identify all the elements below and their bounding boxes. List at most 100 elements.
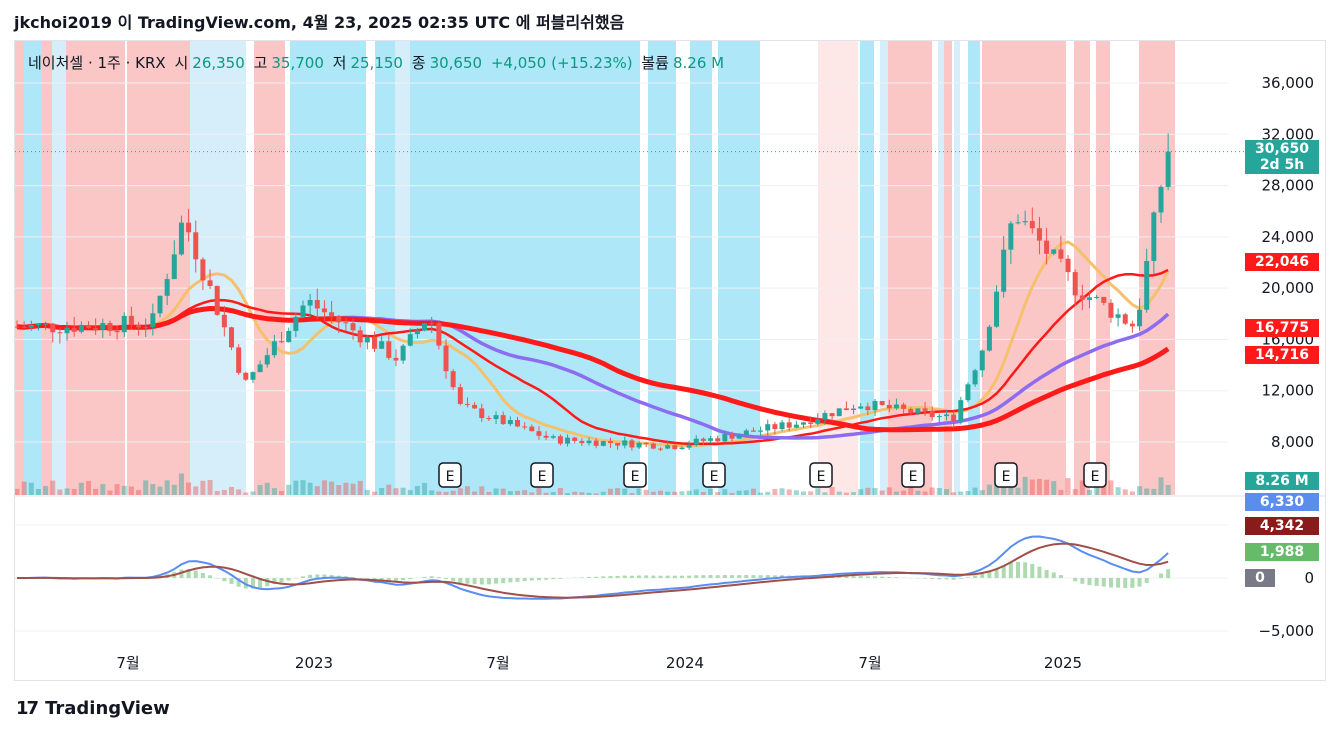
macd-histogram (15, 561, 1171, 589)
macd-hist-bar (265, 578, 270, 587)
candle-body (336, 315, 342, 323)
volume-bar (607, 488, 613, 495)
macd-hist-bar (744, 575, 749, 578)
ma-mid-tag: 16,775 (1245, 319, 1319, 337)
macd-hist-bar (272, 578, 277, 585)
macd-hist-bar (594, 576, 599, 578)
macd-hist-bar (465, 578, 470, 584)
macd-hist-bar (1159, 573, 1163, 578)
candle-body (972, 370, 978, 385)
candle-body (393, 357, 399, 361)
candle-body (114, 330, 120, 333)
volume-bar (1165, 485, 1171, 495)
macd-hist-bar (665, 575, 670, 578)
volume-bar (1051, 481, 1057, 495)
macd-hist-bar (737, 575, 742, 578)
candle-body (793, 424, 799, 428)
macd-hist-bar (887, 577, 892, 578)
macd-hist-bar (1087, 578, 1092, 586)
macd-hist-bar (615, 575, 620, 578)
candle-body (1137, 309, 1143, 327)
candle-body (593, 440, 599, 446)
candle-body (121, 315, 127, 333)
macd-hist-bar (629, 575, 634, 578)
candle-body (171, 254, 177, 280)
macd-hist-bar (1108, 578, 1113, 588)
candle-body (57, 332, 63, 334)
volume-bar (722, 489, 728, 495)
volume-bar (43, 486, 49, 495)
macd-hist-bar (944, 578, 949, 580)
regime-band (954, 41, 960, 495)
candle-body (64, 327, 70, 334)
low-value: 25,150 (350, 54, 403, 72)
volume-bar (936, 488, 942, 495)
candle-body (193, 232, 199, 260)
time-tick-label: 7월 (486, 654, 509, 672)
candle-body (729, 434, 735, 439)
candle-body (736, 434, 742, 439)
time-axis: 7월 2023 7월 2024 7월 2025 (116, 654, 1082, 672)
regime-band (52, 41, 66, 495)
regime-band (290, 41, 366, 495)
macd-hist-bar (229, 578, 234, 584)
macd-hist-bar (536, 578, 541, 581)
symbol-name[interactable]: 네이처셀 · 1주 · KRX (28, 54, 166, 72)
macd-hist-bar (1016, 561, 1020, 578)
tradingview-brand[interactable]: 17 TradingView (16, 698, 170, 719)
candle-body (1108, 302, 1114, 318)
candle-body (622, 440, 628, 446)
candle-body (765, 424, 771, 431)
candle-body (100, 323, 106, 330)
volume-bar (629, 493, 635, 495)
candle-body (708, 438, 714, 441)
macd-hist-bar (379, 578, 384, 580)
candle-body (164, 279, 170, 296)
earnings-marker-label: E (1091, 469, 1100, 485)
candle-body (1044, 240, 1050, 254)
volume-bar (750, 488, 756, 495)
price-tick-label: 20,000 (1262, 279, 1315, 297)
volume-bar (114, 484, 120, 495)
zero-tag: 0 (1245, 569, 1275, 587)
candle-body (1087, 297, 1092, 300)
candle-body (758, 430, 764, 432)
candle-body (1001, 249, 1007, 292)
volume-bar (1122, 489, 1128, 495)
volume-bar (35, 488, 41, 495)
candle-body (965, 384, 971, 401)
macd-hist-bar (200, 573, 205, 578)
volume-bars (14, 473, 1171, 495)
volume-bar (164, 480, 170, 495)
volume-bar (515, 490, 520, 495)
volume-bar (929, 487, 935, 495)
volume-label: 볼륨 (641, 54, 669, 72)
volume-bar (765, 491, 771, 495)
volume-bar (143, 480, 149, 495)
price-tick-label: 8,000 (1271, 433, 1314, 451)
macd-hist-bar (1137, 578, 1142, 587)
volume-bar (994, 482, 1000, 495)
regime-band (395, 41, 410, 495)
volume-bar (93, 488, 99, 495)
volume-bar (186, 482, 192, 495)
volume-bar (615, 488, 621, 495)
candle-body (1008, 223, 1014, 250)
regime-band (944, 41, 952, 495)
volume-bar (343, 482, 349, 495)
volume-bar (436, 491, 442, 495)
volume-bar (1137, 486, 1143, 495)
earnings-marker-box (901, 462, 925, 488)
volume-bar (372, 491, 377, 495)
volume-bar (50, 480, 56, 495)
candle-body (722, 434, 728, 442)
candle-body (1022, 221, 1028, 223)
volume-bar (1001, 483, 1007, 495)
time-tick-label: 2023 (295, 654, 333, 672)
macd-hist-bar (765, 575, 770, 578)
macd-hist-bar (486, 578, 491, 585)
candle-body (1129, 323, 1135, 327)
macd-hist-bar (644, 575, 649, 578)
volume-bar (221, 489, 227, 495)
